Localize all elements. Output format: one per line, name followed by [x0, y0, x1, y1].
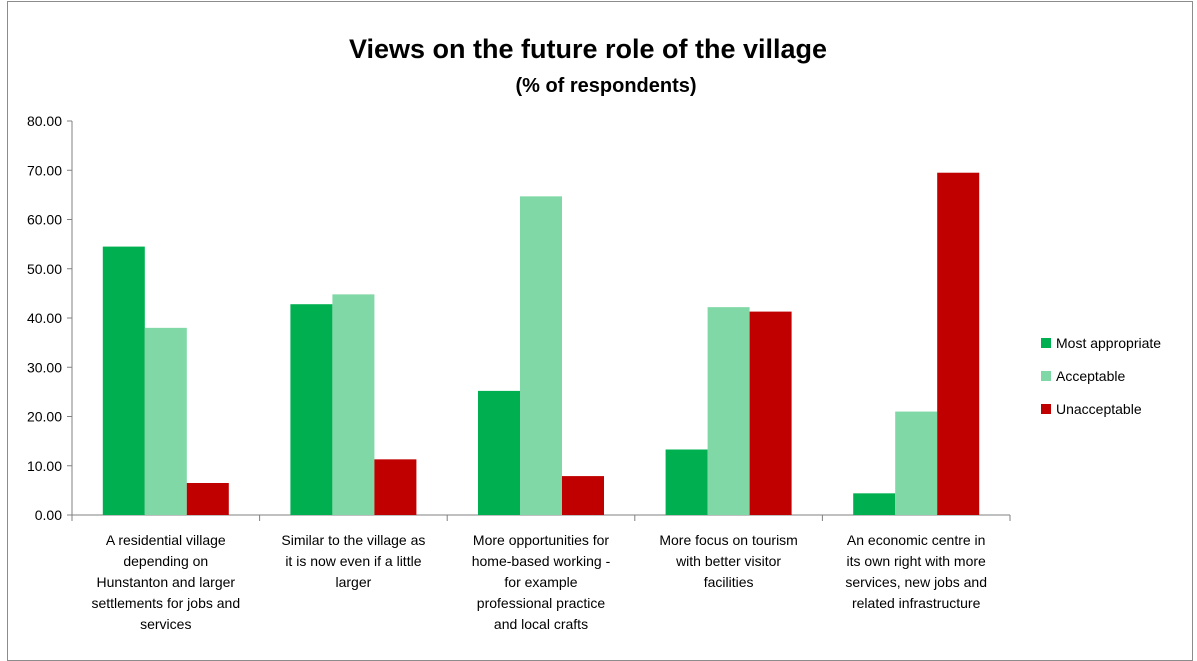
- x-category-label: A residential village depending on Hunstan…: [91, 532, 240, 632]
- chart-subtitle: (% of respondents): [515, 75, 696, 97]
- legend: Most appropriate Acceptable Unacceptable: [1041, 335, 1161, 417]
- y-tick-label: 40.00: [27, 310, 62, 326]
- legend-swatch: [1041, 404, 1051, 414]
- bar-acceptable: [332, 294, 375, 515]
- y-tick-label: 80.00: [27, 113, 62, 129]
- bar-unacceptable: [186, 482, 229, 515]
- bar-unacceptable: [374, 459, 417, 515]
- chart: Views on the future role of the village …: [27, 34, 1161, 632]
- bar-unacceptable: [937, 172, 980, 515]
- chart-frame: [7, 1, 1193, 661]
- legend-label: Most appropriate: [1056, 335, 1161, 351]
- bar-acceptable: [895, 411, 938, 515]
- axes: 0.00 10.00 20.00 30.00 40.00 50.00 60.00 70.00 8…: [27, 113, 1011, 632]
- bar-most-appropriate: [290, 304, 333, 515]
- bar-acceptable: [520, 196, 562, 516]
- y-tick-label: 20.00: [27, 409, 62, 425]
- bar-acceptable: [707, 307, 750, 515]
- bar-acceptable: [144, 327, 187, 515]
- bar-most-appropriate: [102, 246, 145, 515]
- bars: [102, 172, 980, 516]
- x-category-label: More opportunities for home-based working…: [472, 532, 611, 632]
- x-category-label: Similar to the village as it is now even …: [281, 532, 425, 590]
- legend-swatch: [1041, 338, 1051, 348]
- bar-most-appropriate: [478, 390, 520, 515]
- bar-unacceptable: [562, 476, 604, 515]
- legend-swatch: [1041, 371, 1051, 381]
- y-tick-label: 10.00: [27, 458, 62, 474]
- y-tick-label: 50.00: [27, 261, 62, 277]
- y-tick-label: 30.00: [27, 359, 62, 375]
- y-tick-label: 60.00: [27, 212, 62, 228]
- x-category-label: More focus on tourism with better visitor…: [659, 532, 798, 590]
- legend-label: Acceptable: [1056, 368, 1125, 384]
- y-tick-label: 70.00: [27, 162, 62, 178]
- legend-label: Unacceptable: [1056, 401, 1142, 417]
- bar-most-appropriate: [665, 449, 708, 515]
- bar-unacceptable: [749, 311, 792, 515]
- y-tick-label: 0.00: [35, 507, 62, 523]
- chart-title: Views on the future role of the village: [349, 34, 827, 64]
- bar-most-appropriate: [853, 493, 896, 515]
- x-category-label: An economic centre in its own right with …: [845, 532, 987, 611]
